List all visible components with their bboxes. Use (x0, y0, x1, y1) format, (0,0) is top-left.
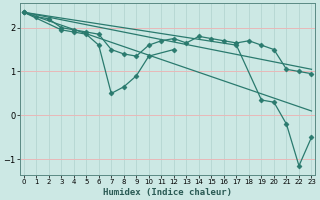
X-axis label: Humidex (Indice chaleur): Humidex (Indice chaleur) (103, 188, 232, 197)
